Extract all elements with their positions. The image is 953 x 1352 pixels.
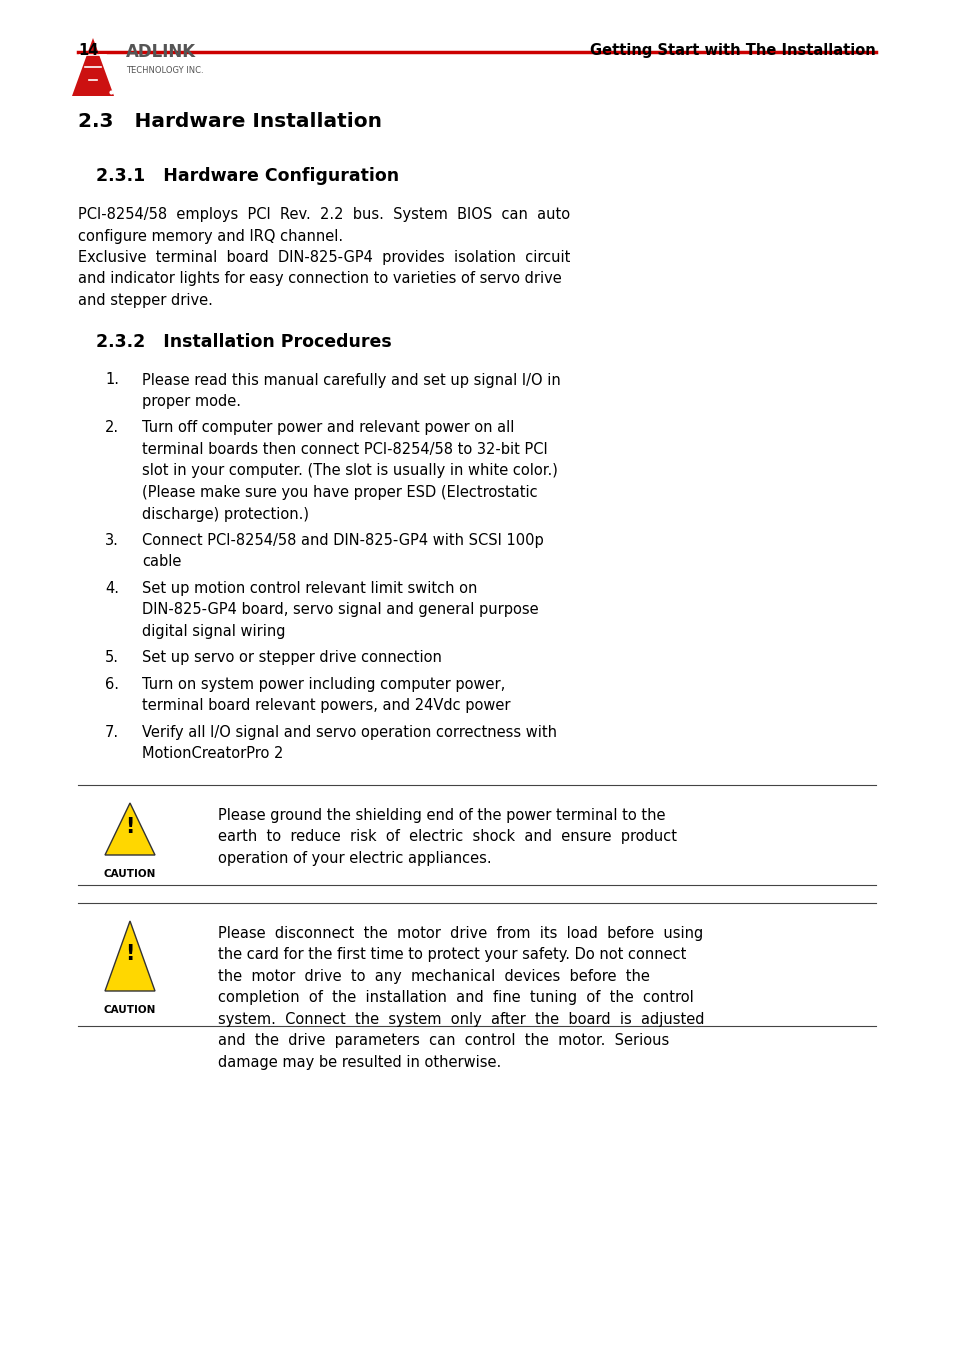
Text: Connect PCI-8254/58 and DIN-825-GP4 with SCSI 100p: Connect PCI-8254/58 and DIN-825-GP4 with… bbox=[142, 533, 543, 548]
Polygon shape bbox=[71, 38, 113, 96]
Text: earth  to  reduce  risk  of  electric  shock  and  ensure  product: earth to reduce risk of electric shock a… bbox=[218, 830, 677, 845]
Text: CAUTION: CAUTION bbox=[104, 869, 156, 879]
Text: and indicator lights for easy connection to varieties of servo drive: and indicator lights for easy connection… bbox=[78, 272, 561, 287]
Text: DIN-825-GP4 board, servo signal and general purpose: DIN-825-GP4 board, servo signal and gene… bbox=[142, 603, 538, 618]
Text: ADLINK: ADLINK bbox=[126, 43, 196, 61]
Text: proper mode.: proper mode. bbox=[142, 393, 241, 410]
Text: terminal board relevant powers, and 24Vdc power: terminal board relevant powers, and 24Vd… bbox=[142, 699, 510, 714]
Text: digital signal wiring: digital signal wiring bbox=[142, 625, 285, 639]
Text: cable: cable bbox=[142, 554, 181, 569]
Text: completion  of  the  installation  and  fine  tuning  of  the  control: completion of the installation and fine … bbox=[218, 991, 693, 1006]
Text: 14: 14 bbox=[78, 43, 98, 58]
Text: Please  disconnect  the  motor  drive  from  its  load  before  using: Please disconnect the motor drive from i… bbox=[218, 926, 702, 941]
Text: PCI-8254/58  employs  PCI  Rev.  2.2  bus.  System  BIOS  can  auto: PCI-8254/58 employs PCI Rev. 2.2 bus. Sy… bbox=[78, 207, 570, 222]
Text: 5.: 5. bbox=[105, 650, 119, 665]
Text: Please ground the shielding end of the power terminal to the: Please ground the shielding end of the p… bbox=[218, 808, 665, 823]
Text: (Please make sure you have proper ESD (Electrostatic: (Please make sure you have proper ESD (E… bbox=[142, 485, 537, 500]
Text: configure memory and IRQ channel.: configure memory and IRQ channel. bbox=[78, 228, 343, 243]
Text: and  the  drive  parameters  can  control  the  motor.  Serious: and the drive parameters can control the… bbox=[218, 1033, 669, 1049]
Text: 3.: 3. bbox=[105, 533, 119, 548]
Text: !: ! bbox=[125, 817, 134, 837]
Text: the card for the first time to protect your safety. Do not connect: the card for the first time to protect y… bbox=[218, 948, 685, 963]
Text: and stepper drive.: and stepper drive. bbox=[78, 293, 213, 308]
Text: Set up motion control relevant limit switch on: Set up motion control relevant limit swi… bbox=[142, 581, 476, 596]
Text: TECHNOLOGY INC.: TECHNOLOGY INC. bbox=[126, 66, 203, 74]
Text: 6.: 6. bbox=[105, 677, 119, 692]
Text: 4.: 4. bbox=[105, 581, 119, 596]
Text: 2.3.2   Installation Procedures: 2.3.2 Installation Procedures bbox=[96, 333, 392, 350]
Text: Turn off computer power and relevant power on all: Turn off computer power and relevant pow… bbox=[142, 420, 514, 435]
Text: operation of your electric appliances.: operation of your electric appliances. bbox=[218, 850, 491, 867]
Polygon shape bbox=[105, 921, 154, 991]
Polygon shape bbox=[105, 803, 154, 854]
Text: MotionCreatorPro 2: MotionCreatorPro 2 bbox=[142, 746, 283, 761]
Text: 1.: 1. bbox=[105, 373, 119, 388]
Text: Getting Start with The Installation: Getting Start with The Installation bbox=[590, 43, 875, 58]
Text: 7.: 7. bbox=[105, 725, 119, 740]
Text: system.  Connect  the  system  only  after  the  board  is  adjusted: system. Connect the system only after th… bbox=[218, 1013, 703, 1028]
Text: !: ! bbox=[125, 944, 134, 964]
Text: discharge) protection.): discharge) protection.) bbox=[142, 507, 309, 522]
Text: Verify all I/O signal and servo operation correctness with: Verify all I/O signal and servo operatio… bbox=[142, 725, 557, 740]
Text: terminal boards then connect PCI-8254/58 to 32-bit PCI: terminal boards then connect PCI-8254/58… bbox=[142, 442, 547, 457]
Text: CAUTION: CAUTION bbox=[104, 1005, 156, 1015]
Text: damage may be resulted in otherwise.: damage may be resulted in otherwise. bbox=[218, 1055, 500, 1069]
Text: slot in your computer. (The slot is usually in white color.): slot in your computer. (The slot is usua… bbox=[142, 464, 558, 479]
Text: 2.3.1   Hardware Configuration: 2.3.1 Hardware Configuration bbox=[96, 168, 398, 185]
Text: Turn on system power including computer power,: Turn on system power including computer … bbox=[142, 677, 505, 692]
Text: 2.: 2. bbox=[105, 420, 119, 435]
Text: 2.3   Hardware Installation: 2.3 Hardware Installation bbox=[78, 112, 381, 131]
Text: the  motor  drive  to  any  mechanical  devices  before  the: the motor drive to any mechanical device… bbox=[218, 969, 649, 984]
Text: Exclusive  terminal  board  DIN-825-GP4  provides  isolation  circuit: Exclusive terminal board DIN-825-GP4 pro… bbox=[78, 250, 570, 265]
Text: Set up servo or stepper drive connection: Set up servo or stepper drive connection bbox=[142, 650, 441, 665]
Text: Please read this manual carefully and set up signal I/O in: Please read this manual carefully and se… bbox=[142, 373, 560, 388]
